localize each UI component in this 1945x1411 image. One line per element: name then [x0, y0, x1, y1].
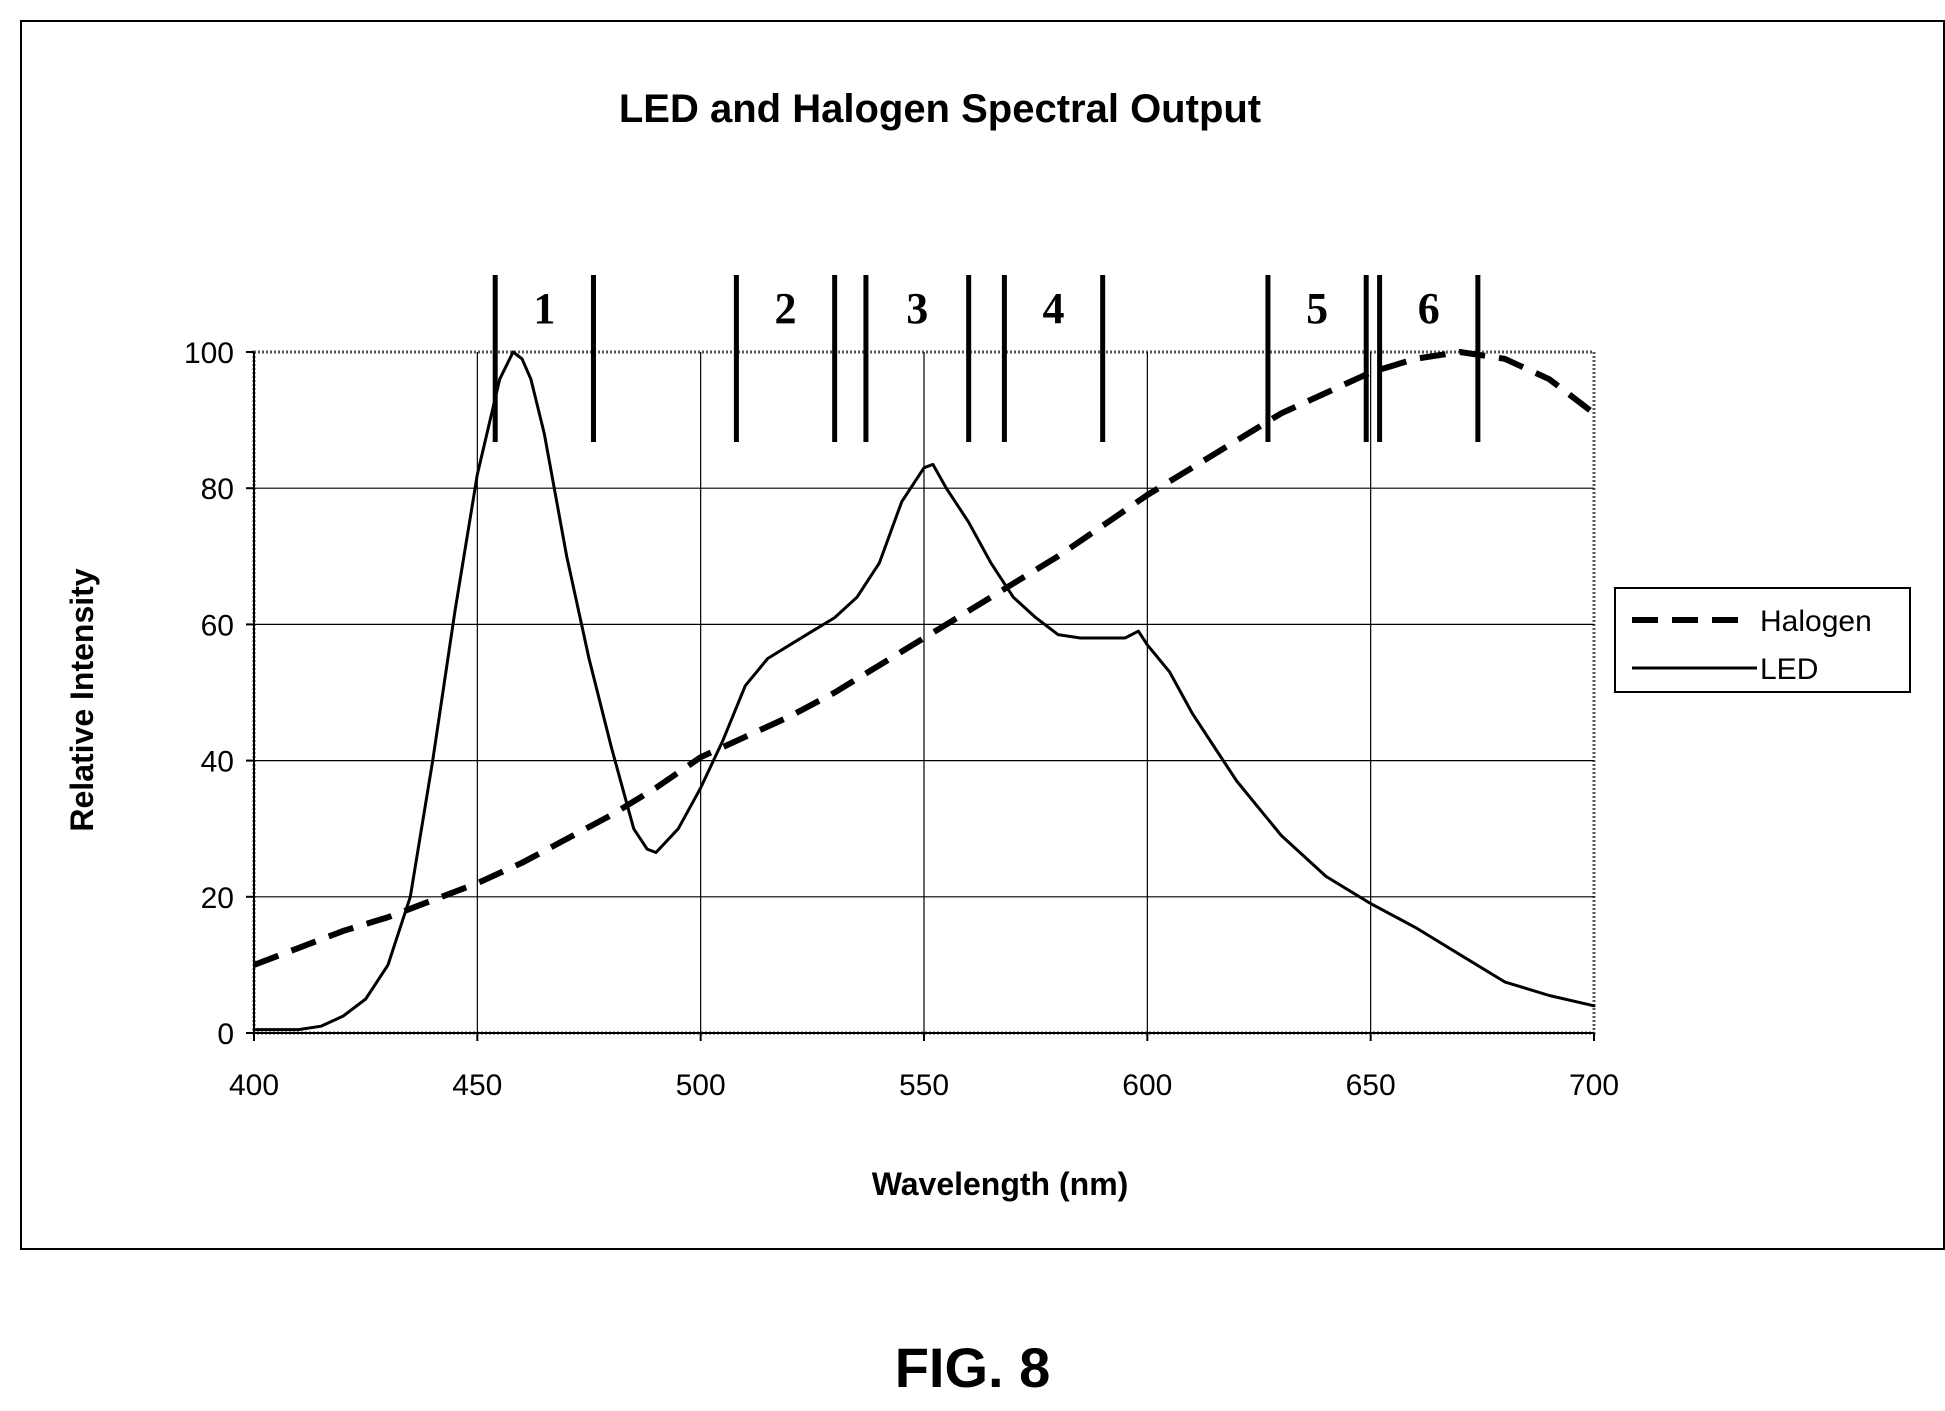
series-line-led: [252, 350, 1596, 1032]
band-3-label: 3: [906, 284, 928, 333]
x-axis-label: Wavelength (nm): [872, 1166, 1129, 1202]
legend-label-led: LED: [1760, 653, 1818, 686]
legend: Halogen LED: [1614, 587, 1911, 693]
tick-layer: 400 450 500 550 600 650 700 0 20 40 60 80 100: [184, 337, 1619, 1102]
figure-label: FIG. 8: [894, 1336, 1051, 1399]
y-axis-label: Relative Intensity: [64, 568, 100, 831]
grid-layer: [252, 350, 1596, 1035]
chart-frame: LED and Halogen Spectral Output Waveleng…: [20, 20, 1945, 1250]
series-layer: [252, 349, 1596, 1032]
y-tick-label: 100: [184, 337, 234, 370]
y-tick-label: 80: [201, 473, 234, 506]
y-tick-label: 60: [201, 609, 234, 642]
x-tick-label: 650: [1346, 1069, 1396, 1102]
band-5-label: 5: [1306, 284, 1328, 333]
x-tick-label: 600: [1122, 1069, 1172, 1102]
x-tick-label: 450: [452, 1069, 502, 1102]
legend-box: [1614, 587, 1911, 693]
x-tick-label: 550: [899, 1069, 949, 1102]
band-4-label: 4: [1043, 284, 1065, 333]
x-tick-label: 700: [1569, 1069, 1619, 1102]
band-6-label: 6: [1418, 284, 1440, 333]
chart-title: LED and Halogen Spectral Output: [619, 87, 1261, 131]
band-2-label: 2: [775, 284, 797, 333]
x-tick-label: 500: [676, 1069, 726, 1102]
x-tick-label: 400: [229, 1069, 279, 1102]
y-tick-label: 20: [201, 882, 234, 915]
y-tick-label: 0: [217, 1018, 234, 1051]
y-tick-label: 40: [201, 746, 234, 779]
band-layer: 1 2 3 4 5 6: [492, 275, 1481, 442]
legend-label-halogen: Halogen: [1760, 605, 1872, 638]
chart-svg: LED and Halogen Spectral Output Waveleng…: [20, 20, 1945, 1250]
band-1-label: 1: [533, 284, 555, 333]
